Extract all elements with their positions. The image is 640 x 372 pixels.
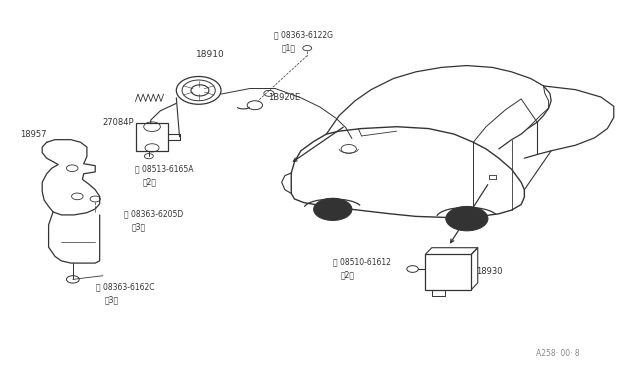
- Text: 1B920E: 1B920E: [268, 93, 300, 102]
- Text: Ⓢ 08363-6162C: Ⓢ 08363-6162C: [97, 282, 155, 291]
- FancyBboxPatch shape: [426, 254, 471, 289]
- Circle shape: [458, 213, 476, 224]
- Text: （2）: （2）: [340, 270, 355, 279]
- Text: Ⓢ 08513-6165A: Ⓢ 08513-6165A: [135, 165, 193, 174]
- Circle shape: [324, 204, 342, 215]
- Text: （2）: （2）: [143, 178, 156, 187]
- Text: （3）: （3）: [104, 295, 118, 304]
- Text: Ⓢ 08363-6205D: Ⓢ 08363-6205D: [124, 209, 183, 218]
- Text: Ⓢ 08510-61612: Ⓢ 08510-61612: [333, 257, 390, 266]
- Text: 27084P: 27084P: [103, 118, 134, 127]
- Text: （1）: （1）: [282, 43, 296, 52]
- FancyBboxPatch shape: [136, 123, 168, 151]
- Circle shape: [314, 198, 352, 221]
- Text: （3）: （3）: [132, 222, 146, 231]
- Text: 18910: 18910: [196, 50, 225, 59]
- Text: 18957: 18957: [20, 129, 46, 139]
- Circle shape: [446, 206, 488, 231]
- Text: 18930: 18930: [476, 267, 503, 276]
- Text: A258· 00· 8: A258· 00· 8: [536, 349, 579, 358]
- Text: Ⓢ 08363-6122G: Ⓢ 08363-6122G: [274, 30, 333, 39]
